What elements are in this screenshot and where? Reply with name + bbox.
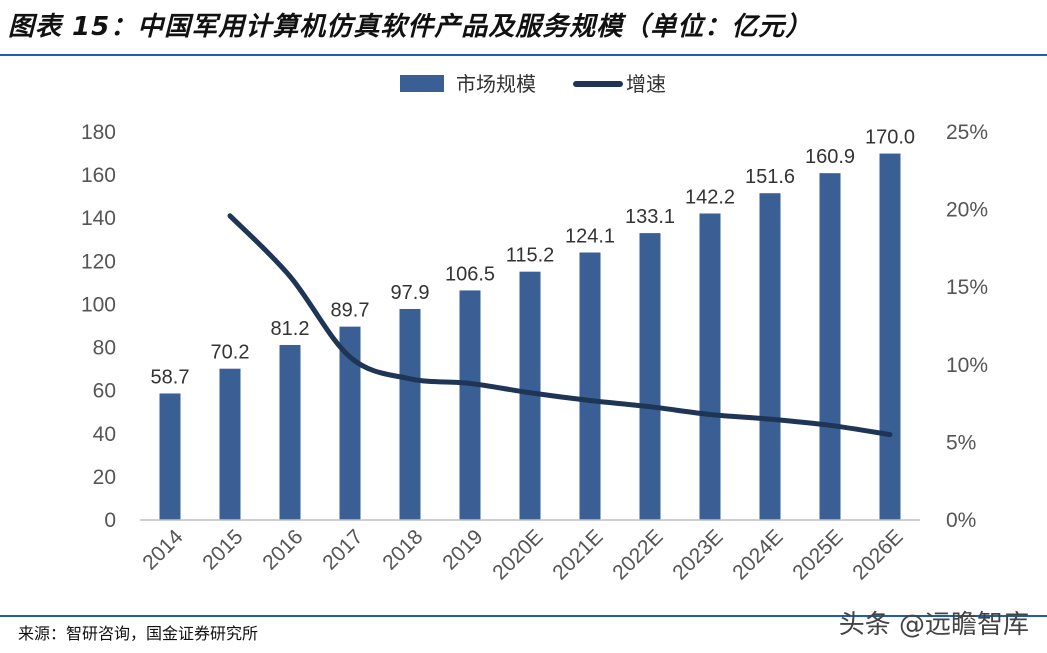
bar <box>879 153 901 521</box>
legend: 市场规模 增速 <box>400 72 666 96</box>
bar-value-label: 170.0 <box>865 127 915 149</box>
bar-value-label: 124.1 <box>565 225 615 247</box>
x-tick-label: 2020E <box>488 525 547 584</box>
bar <box>819 173 841 520</box>
bottom-rule <box>0 615 1047 617</box>
bar <box>339 326 361 520</box>
bar-data-labels: 58.7 70.2 81.2 89.7 97.9 106.5 115.2 124.1 133.1… <box>151 127 916 389</box>
y-left-tick-label: 40 <box>93 423 116 446</box>
bar <box>459 290 481 520</box>
watermark: 头条 @远瞻智库 <box>838 610 1029 640</box>
bar-value-label: 115.2 <box>506 245 555 267</box>
y-left-tick-label: 80 <box>93 337 116 360</box>
bar <box>219 368 241 520</box>
x-tick-label: 2015 <box>198 525 247 574</box>
y-left-tick-label: 60 <box>93 380 116 403</box>
y-left-tick-label: 0 <box>104 509 116 532</box>
chart-area: 市场规模 增速 0 20 40 60 80 100 120 140 160 180 0% 5% 10% 1… <box>81 72 988 584</box>
bar-value-label: 151.6 <box>745 166 795 188</box>
x-tick-label: 2023E <box>668 525 727 584</box>
bar-series <box>159 153 901 521</box>
y-right-tick-label: 0% <box>946 509 976 532</box>
legend-swatch-bar <box>400 75 444 92</box>
x-tick-label: 2014 <box>138 525 188 575</box>
bar-value-label: 106.5 <box>445 263 495 285</box>
x-tick-label: 2016 <box>258 525 307 574</box>
bar <box>759 193 781 520</box>
bar <box>279 344 301 520</box>
y-left-tick-label: 180 <box>81 121 116 144</box>
x-tick-label: 2018 <box>378 525 427 574</box>
x-tick-label: 2025E <box>788 525 847 584</box>
bar <box>159 393 181 520</box>
bar <box>699 213 721 521</box>
x-tick-label: 2021E <box>548 525 607 584</box>
y-left-tick-label: 160 <box>81 164 116 187</box>
bar-value-label: 70.2 <box>211 342 250 364</box>
y-right-tick-label: 15% <box>946 276 988 299</box>
y-right-tick-label: 20% <box>946 199 988 222</box>
y-axis-right: 0% 5% 10% 15% 20% 25% <box>946 121 988 532</box>
bar <box>639 233 661 520</box>
legend-label-line: 增速 <box>626 72 666 96</box>
source-note: 来源：智研咨询，国金证券研究所 <box>18 624 259 643</box>
top-rule <box>0 54 1047 56</box>
y-left-tick-label: 100 <box>81 293 116 316</box>
y-left-tick-label: 20 <box>93 466 116 489</box>
y-right-tick-label: 25% <box>946 121 988 144</box>
x-tick-label: 2019 <box>438 525 487 574</box>
bar <box>519 271 541 520</box>
bar-value-label: 81.2 <box>271 318 310 340</box>
bar-value-label: 89.7 <box>331 300 370 322</box>
x-tick-label: 2026E <box>848 525 907 584</box>
bar-value-label: 97.9 <box>391 282 430 304</box>
bar-value-label: 160.9 <box>805 146 855 168</box>
bar <box>399 308 421 520</box>
y-left-tick-label: 140 <box>81 207 116 230</box>
x-tick-label: 2017 <box>318 525 367 574</box>
bar-value-label: 142.2 <box>685 186 735 208</box>
y-right-tick-label: 5% <box>946 431 976 454</box>
legend-label-bar: 市场规模 <box>456 72 536 96</box>
y-axis-left: 0 20 40 60 80 100 120 140 160 180 <box>81 121 116 532</box>
x-axis: 2014 2015 2016 2017 2018 2019 2020E 2021E 2022E 2… <box>138 525 907 584</box>
growth-rate-line <box>227 213 893 438</box>
y-right-tick-label: 10% <box>946 354 988 377</box>
x-tick-label: 2024E <box>728 525 787 584</box>
bar-value-label: 133.1 <box>625 206 675 228</box>
y-left-tick-label: 120 <box>81 250 116 273</box>
x-tick-label: 2022E <box>608 525 667 584</box>
bar-value-label: 58.7 <box>151 366 190 388</box>
chart-title: 图表 15：中国军用计算机仿真软件产品及服务规模（单位：亿元） <box>8 12 813 42</box>
bar <box>579 252 601 521</box>
